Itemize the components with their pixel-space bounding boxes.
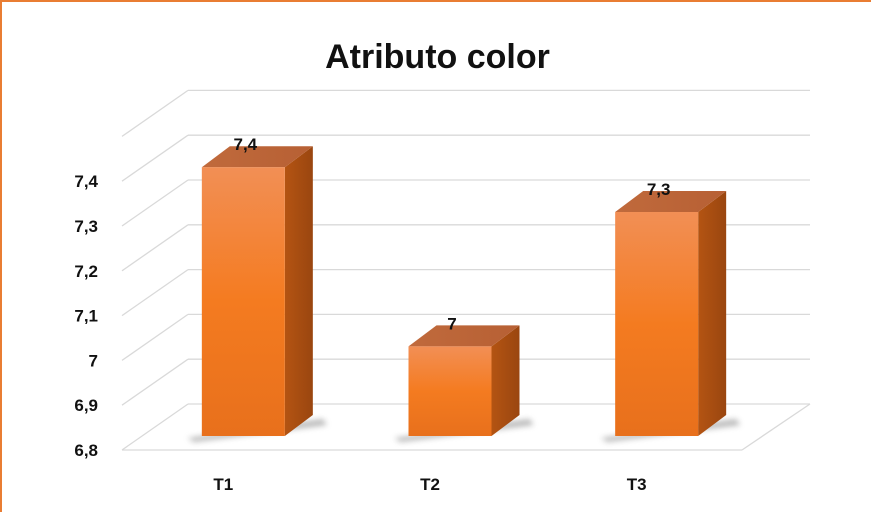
- labels: 7,4 T1 7 T2 7,3 T3: [213, 135, 670, 494]
- bar-top: [201, 146, 313, 168]
- x-tick-label: T1: [213, 475, 233, 494]
- bar-T3: [615, 212, 699, 436]
- data-label: 7,3: [647, 180, 671, 199]
- data-label: 7: [447, 314, 456, 333]
- y-tick-label: 7,4: [74, 172, 98, 191]
- x-tick-label: T2: [420, 475, 440, 494]
- bar-top: [408, 325, 520, 347]
- y-tick-label: 7,3: [74, 217, 98, 236]
- grid-diagonal: [121, 224, 189, 272]
- grid-diagonal: [121, 134, 189, 182]
- grid-diagonal: [121, 358, 189, 406]
- bar-T2: [408, 346, 492, 436]
- grid-diagonal: [121, 89, 189, 137]
- bars: [187, 146, 741, 442]
- grid-diagonal: [121, 179, 189, 227]
- bar-top: [615, 191, 727, 212]
- bar-side: [491, 325, 520, 436]
- y-tick-label: 7,2: [74, 262, 98, 281]
- grid-diagonal: [121, 313, 189, 361]
- y-tick-label: 7: [89, 351, 98, 370]
- bar-side: [284, 146, 313, 436]
- y-tick-label: 6,9: [74, 396, 98, 415]
- bar-side: [698, 191, 727, 436]
- y-tick-label: 7,1: [74, 307, 98, 326]
- bar-T1: [201, 167, 285, 436]
- chart-title: Atributo color: [325, 38, 550, 76]
- grid-diagonal: [121, 269, 189, 317]
- y-tick-label: 6,8: [74, 441, 98, 460]
- grid-diagonal: [121, 403, 189, 451]
- data-label: 7,4: [234, 135, 258, 154]
- x-tick-label: T3: [627, 475, 647, 494]
- y-axis: 6,8 6,9 7 7,1 7,2 7,3 7,4: [74, 172, 98, 460]
- floor-side-edge: [741, 403, 811, 451]
